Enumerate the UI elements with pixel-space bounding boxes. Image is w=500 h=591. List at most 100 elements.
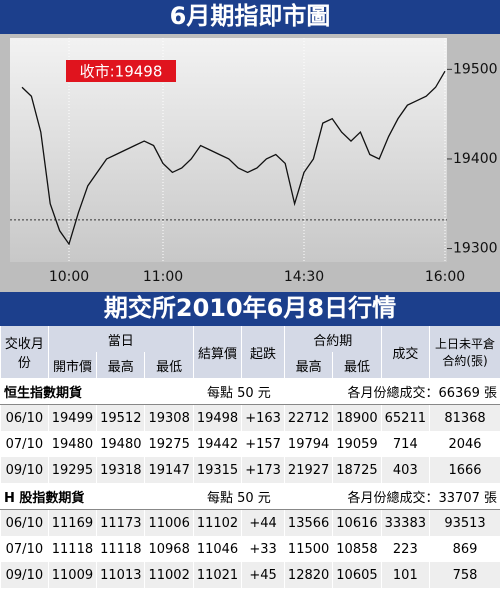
data-cell: 19275 — [144, 431, 194, 457]
data-cell: 869 — [429, 536, 500, 562]
data-cell: 09/10 — [0, 457, 49, 483]
header-cell: 最低 — [144, 352, 194, 378]
data-cell: 19480 — [96, 431, 145, 457]
data-cell: 223 — [380, 536, 430, 562]
data-cell: 101 — [380, 562, 430, 588]
annotation: 收市:19498 — [80, 63, 163, 81]
data-cell: 758 — [429, 562, 500, 588]
data-cell: 18725 — [332, 457, 382, 483]
table-title: 期交所2010年6月8日行情 — [0, 292, 500, 326]
header-cell: 起跌 — [241, 326, 285, 378]
y-tick-label: 19500 — [453, 61, 498, 77]
section-unit: 每點 50 元 — [192, 483, 285, 510]
header-row: 交收月份 當日 結算價 起跌 合約期 成交 上日未平倉合約(張) — [0, 326, 500, 378]
data-cell: 11118 — [96, 536, 145, 562]
data-cell: 22712 — [283, 404, 333, 431]
data-cell: 1666 — [429, 457, 500, 483]
data-cell: 13566 — [283, 509, 333, 536]
y-tick-label: 19400 — [453, 151, 498, 167]
data-cell: 19308 — [144, 404, 194, 431]
data-cell: 06/10 — [0, 404, 49, 431]
section-name: 恒生指數期貨 — [0, 378, 194, 405]
data-cell: 10616 — [332, 509, 382, 536]
data-cell: 11006 — [144, 509, 194, 536]
chart: 19300 19400 19500 10:00 11:00 14:30 16:00 收市:19… — [0, 34, 500, 292]
data-cell: 19794 — [283, 431, 333, 457]
x-tick-label: 10:00 — [49, 269, 89, 285]
data-cell: 12820 — [283, 562, 333, 588]
data-cell: 11169 — [47, 509, 97, 536]
data-cell: 33383 — [380, 509, 430, 536]
chart-title: 6月期指即市圖 — [0, 0, 500, 34]
section-total: 各月份總成交：66369 張 — [283, 378, 500, 405]
data-cell: 19318 — [96, 457, 145, 483]
data-cell: 09/10 — [0, 562, 49, 588]
data-cell: +173 — [241, 457, 285, 483]
header-cell: 合約期 — [283, 326, 382, 352]
price-line — [21, 70, 446, 246]
data-cell: +45 — [241, 562, 285, 588]
data-row: 07/10 19480 19480 19275 19442 +157 19794 19059 7… — [0, 431, 500, 457]
header-cell: 當日 — [47, 326, 194, 352]
data-cell: 07/10 — [0, 431, 49, 457]
data-cell: +157 — [241, 431, 285, 457]
x-tick-label: 14:30 — [284, 269, 324, 285]
header-cell: 開市價 — [47, 352, 97, 378]
data-cell: 19480 — [47, 431, 97, 457]
data-cell: 11173 — [96, 509, 145, 536]
data-cell: 19442 — [192, 431, 242, 457]
data-cell: 11021 — [192, 562, 242, 588]
data-cell: 11500 — [283, 536, 333, 562]
data-row: 07/10 11118 11118 10968 11046 +33 11500 10858 22… — [0, 536, 500, 562]
header-cell: 最低 — [332, 352, 382, 378]
data-cell: 11118 — [47, 536, 97, 562]
data-cell: 19499 — [47, 404, 97, 431]
data-cell: 21927 — [283, 457, 333, 483]
header-cell: 最高 — [96, 352, 145, 378]
data-cell: 93513 — [429, 509, 500, 536]
data-cell: 10605 — [332, 562, 382, 588]
data-cell: 19512 — [96, 404, 145, 431]
annotation-box — [66, 60, 176, 82]
x-tick-label: 11:00 — [143, 269, 183, 285]
section-total: 各月份總成交：33707 張 — [283, 483, 500, 510]
data-cell: 10968 — [144, 536, 194, 562]
data-cell: 19315 — [192, 457, 242, 483]
header-cell: 成交 — [380, 326, 430, 378]
data-row: 06/10 11169 11173 11006 11102 +44 13566 10616 33… — [0, 509, 500, 536]
data-cell: 18900 — [332, 404, 382, 431]
y-tick-label: 19300 — [453, 241, 498, 257]
data-cell: 19147 — [144, 457, 194, 483]
section-name: H 股指數期貨 — [0, 483, 194, 510]
header-row: 開市價 最高 最低 最高 最低 — [1, 352, 500, 378]
data-cell: +163 — [241, 404, 285, 431]
data-cell: 714 — [380, 431, 430, 457]
data-cell: 10858 — [332, 536, 382, 562]
header-cell: 交收月份 — [0, 326, 49, 378]
section-row: 恒生指數期貨 每點 50 元各月份總成交：66369 張 — [0, 378, 500, 405]
header-cell: 上日未平倉合約(張) — [429, 326, 500, 378]
data-cell: 19295 — [47, 457, 97, 483]
section-unit: 每點 50 元 — [192, 378, 285, 405]
section-row: H 股指數期貨 每點 50 元各月份總成交：33707 張 — [0, 483, 500, 510]
data-cell: 11046 — [192, 536, 242, 562]
data-cell: 81368 — [429, 404, 500, 431]
data-cell: 11013 — [96, 562, 145, 588]
data-cell: +44 — [241, 509, 285, 536]
data-row: 09/10 11009 11013 11002 11021 +45 12820 10605 10… — [0, 562, 500, 588]
data-cell: 2046 — [429, 431, 500, 457]
x-tick-label: 16:00 — [425, 269, 465, 285]
data-cell: 65211 — [380, 404, 430, 431]
data-cell: 11009 — [47, 562, 97, 588]
data-cell: 403 — [380, 457, 430, 483]
market-table: 交收月份 當日 結算價 起跌 合約期 成交 上日未平倉合約(張) 開市價 最高 最低 最高 最低 恒生指… — [0, 326, 500, 588]
data-cell: 06/10 — [0, 509, 49, 536]
data-cell: 19059 — [332, 431, 382, 457]
header-cell: 結算價 — [192, 326, 242, 378]
data-cell: 07/10 — [0, 536, 49, 562]
data-cell: +33 — [241, 536, 285, 562]
header-cell: 最高 — [283, 352, 333, 378]
data-cell: 11102 — [192, 509, 242, 536]
data-cell: 11002 — [144, 562, 194, 588]
